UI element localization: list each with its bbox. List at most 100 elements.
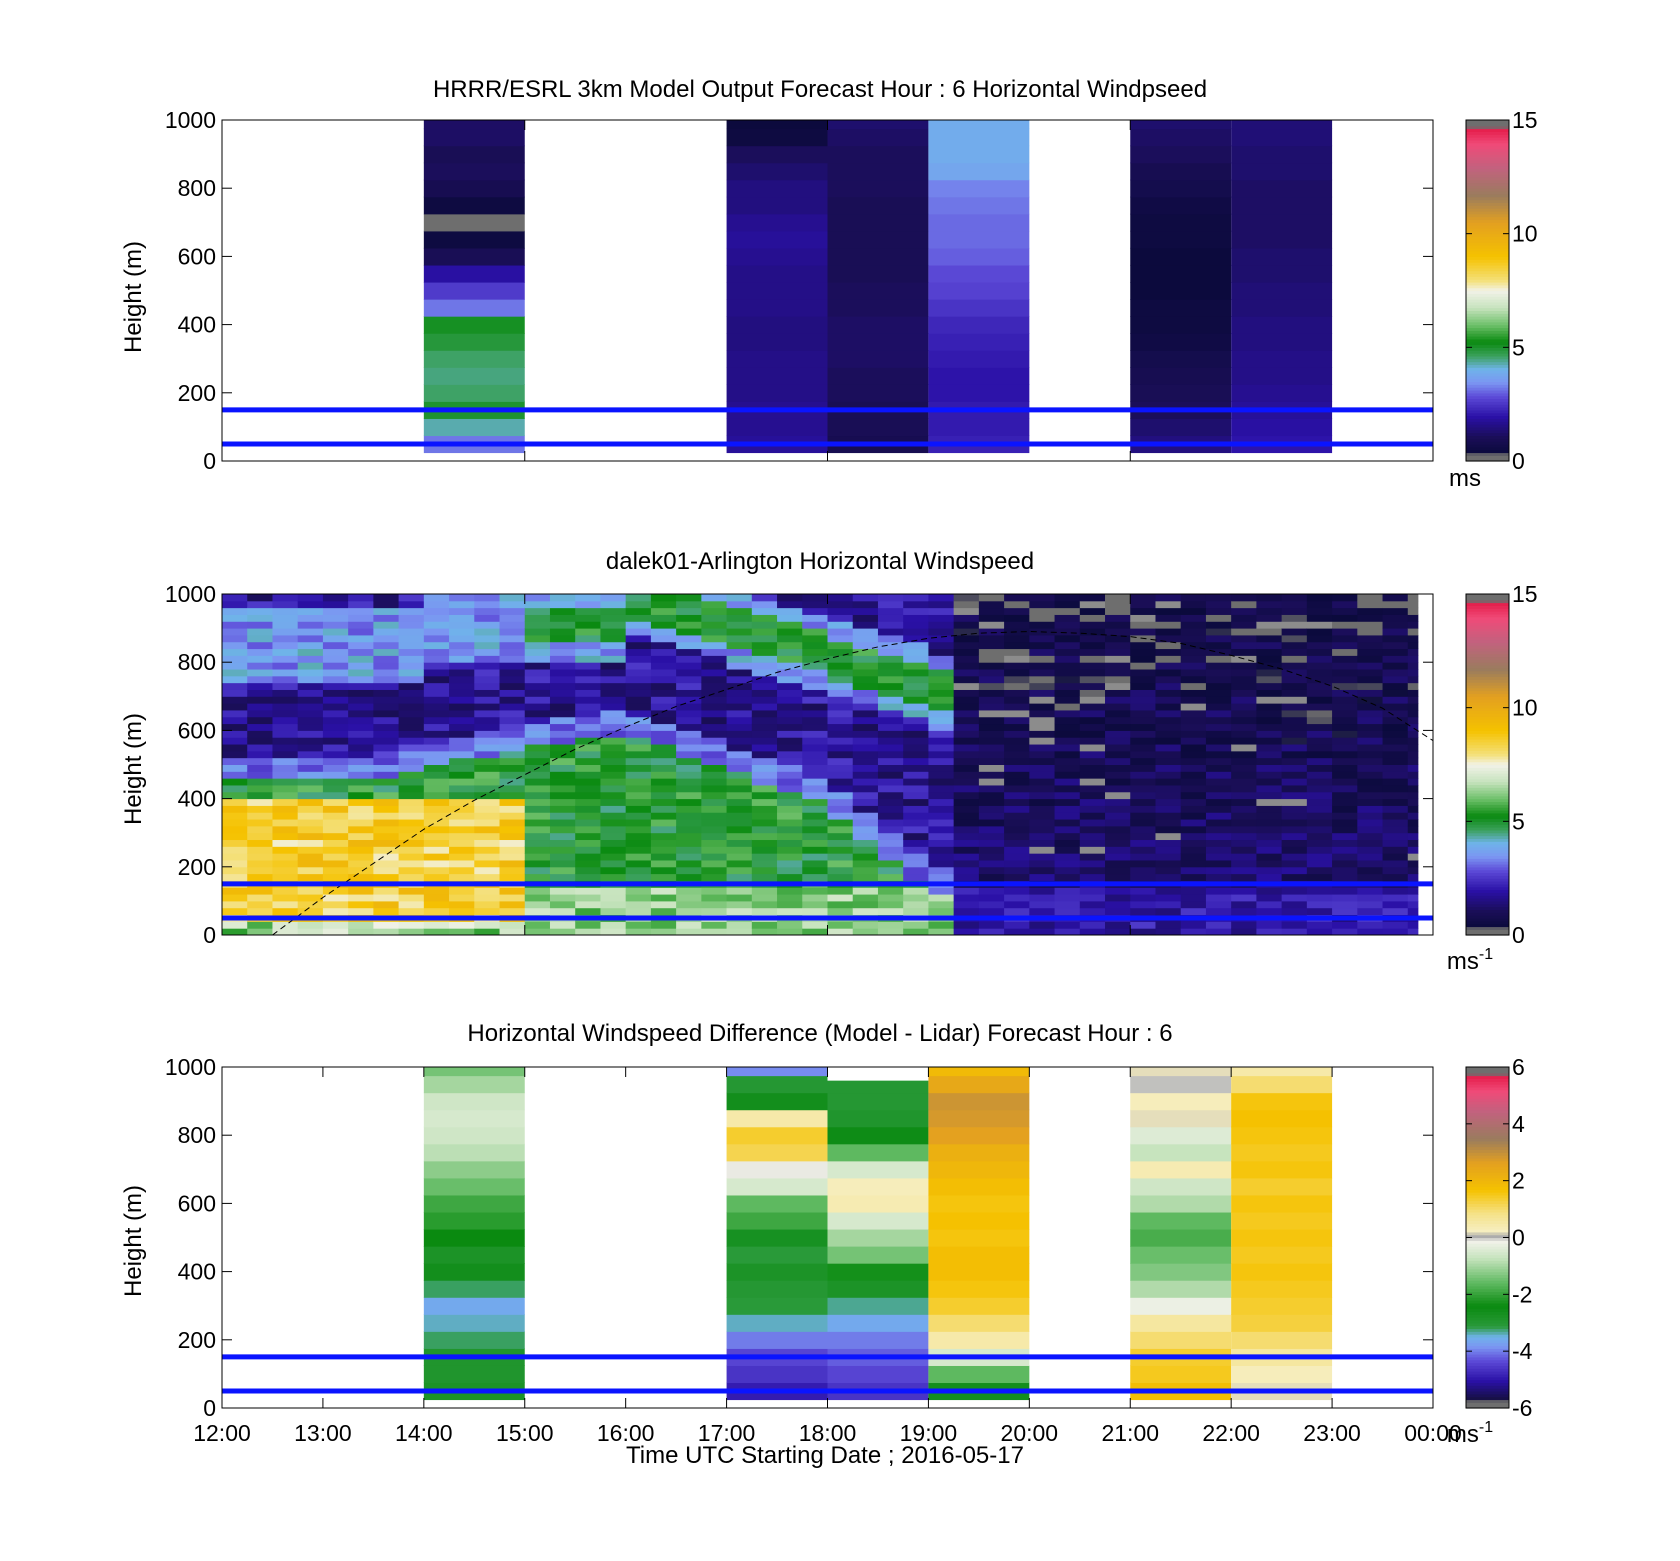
heatmap-cell <box>1256 805 1283 813</box>
heatmap-cell <box>1029 737 1056 745</box>
colorbar-segment <box>1466 392 1509 397</box>
heatmap-cell <box>373 887 400 895</box>
heatmap-cell <box>1256 900 1283 909</box>
heatmap-cell <box>322 771 349 779</box>
heatmap-cell <box>978 812 1005 820</box>
heatmap-cell <box>373 696 400 704</box>
heatmap-cell <box>499 798 526 806</box>
heatmap-cell <box>978 900 1005 909</box>
heatmap-cell <box>272 723 299 731</box>
heatmap-cell <box>676 825 702 834</box>
heatmap-cell <box>1180 825 1207 834</box>
heatmap-cell <box>524 662 551 670</box>
heatmap-cell <box>524 791 551 800</box>
heatmap-cell <box>802 607 828 615</box>
heatmap-cell <box>903 853 929 861</box>
heatmap-cell <box>348 819 374 827</box>
colorbar-segment <box>1466 361 1509 365</box>
heatmap-cell <box>423 145 525 164</box>
colorbar-segment <box>1466 284 1509 289</box>
heatmap-cell <box>877 594 904 602</box>
heatmap-cell <box>1332 839 1358 847</box>
heatmap-cell <box>1130 607 1156 615</box>
xtick-label: 00:00 <box>1404 1420 1462 1446</box>
heatmap-cell <box>247 600 273 609</box>
heatmap-cell <box>1054 853 1081 861</box>
heatmap-cell <box>1306 641 1333 650</box>
heatmap-cell <box>398 778 425 786</box>
heatmap-cell <box>1231 812 1257 820</box>
colorbar-segment <box>1466 1388 1509 1392</box>
colorbar-segment <box>1466 909 1509 913</box>
heatmap-cell <box>600 825 627 834</box>
heatmap-cell <box>827 859 854 868</box>
heatmap-cell <box>1180 839 1207 847</box>
heatmap-cell <box>903 778 929 786</box>
heatmap-cell <box>297 709 324 718</box>
ytick-label: 400 <box>178 312 216 338</box>
heatmap-cell <box>827 730 854 738</box>
heatmap-cell <box>1281 628 1308 636</box>
heatmap-cell <box>928 1263 1030 1281</box>
colorbar-segment <box>1466 1118 1509 1122</box>
heatmap-cell <box>978 887 1005 895</box>
heatmap-cell <box>1004 900 1030 909</box>
heatmap-cell <box>903 675 929 684</box>
heatmap-cell <box>1281 682 1308 690</box>
heatmap-cell <box>524 716 551 725</box>
heatmap-cell <box>373 648 400 656</box>
heatmap-cell <box>272 641 299 650</box>
heatmap-cell <box>1306 846 1333 854</box>
heatmap-cell <box>272 866 299 875</box>
heatmap-cell <box>222 669 248 677</box>
heatmap-cell <box>701 764 728 772</box>
heatmap-cell <box>247 614 273 622</box>
ytick-label: 0 <box>203 922 216 948</box>
heatmap-cell <box>625 928 652 936</box>
heatmap-cell <box>802 669 828 677</box>
heatmap-cell <box>827 846 854 854</box>
heatmap-cell <box>1306 764 1333 772</box>
heatmap-cell <box>852 832 879 841</box>
heatmap-cell <box>600 819 627 827</box>
heatmap-cell <box>1231 873 1257 881</box>
heatmap-cell <box>852 628 879 636</box>
heatmap-cell <box>1130 846 1156 854</box>
heatmap-cell <box>373 839 400 847</box>
heatmap-cell <box>247 744 273 752</box>
heatmap-cell <box>1079 784 1106 793</box>
heatmap-cell <box>575 628 601 636</box>
heatmap-cell <box>222 900 248 909</box>
heatmap-cell <box>1231 757 1257 765</box>
heatmap-cell <box>1332 709 1358 718</box>
heatmap-cell <box>852 730 879 738</box>
heatmap-cell <box>802 764 828 772</box>
heatmap-cell <box>1205 662 1232 670</box>
heatmap-cell <box>1231 1126 1333 1145</box>
colorbar-segment <box>1466 1282 1509 1287</box>
heatmap-cell <box>903 757 929 765</box>
heatmap-cell <box>777 744 803 752</box>
colorbar-segment <box>1466 338 1509 343</box>
heatmap-cell <box>827 689 854 697</box>
heatmap-cell <box>625 805 652 813</box>
heatmap-cell <box>777 634 803 643</box>
colorbar-segment <box>1466 872 1509 876</box>
colorbar-segment <box>1466 1231 1509 1236</box>
heatmap-cell <box>423 641 450 650</box>
heatmap-cell <box>1130 621 1156 629</box>
heatmap-cell <box>802 812 828 820</box>
heatmap-cell <box>903 764 929 772</box>
heatmap-cell <box>1382 703 1409 711</box>
heatmap-cell <box>1382 784 1409 793</box>
heatmap-cell <box>575 846 601 854</box>
heatmap-cell <box>852 757 879 765</box>
heatmap-cell <box>222 778 248 786</box>
heatmap-cell <box>726 907 753 916</box>
heatmap-cell <box>1382 819 1409 827</box>
colorbar-segment <box>1466 863 1509 868</box>
heatmap-cell <box>953 648 980 656</box>
heatmap-cell <box>1079 600 1106 609</box>
heatmap-cell <box>348 798 374 806</box>
heatmap-cell <box>777 812 803 820</box>
